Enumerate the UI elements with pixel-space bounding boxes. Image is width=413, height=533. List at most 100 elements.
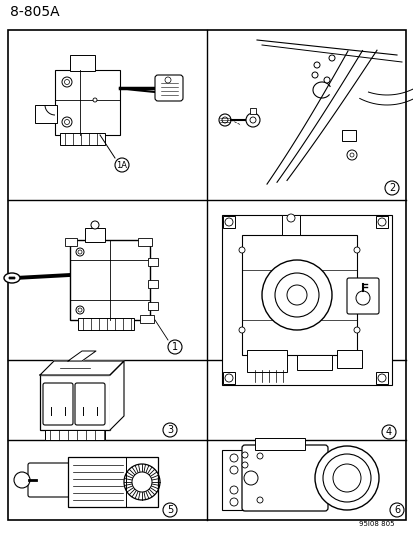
- Circle shape: [64, 119, 69, 125]
- Circle shape: [381, 425, 395, 439]
- Circle shape: [9, 277, 11, 279]
- Text: 5: 5: [166, 505, 173, 515]
- Circle shape: [76, 306, 84, 314]
- Circle shape: [245, 113, 259, 127]
- Bar: [45, 430, 105, 440]
- Bar: [40, 375, 110, 430]
- Text: 1A: 1A: [116, 160, 127, 169]
- Bar: [147, 280, 158, 288]
- Circle shape: [256, 453, 262, 459]
- Circle shape: [230, 454, 237, 462]
- Bar: [35, 105, 57, 123]
- Circle shape: [384, 181, 398, 195]
- Circle shape: [163, 503, 177, 517]
- Circle shape: [353, 327, 359, 333]
- Polygon shape: [40, 361, 124, 375]
- Circle shape: [377, 218, 385, 226]
- Bar: [140, 315, 154, 323]
- Circle shape: [165, 77, 171, 83]
- Circle shape: [13, 277, 15, 279]
- Bar: [223, 216, 235, 228]
- Bar: [70, 240, 150, 320]
- Circle shape: [132, 472, 152, 492]
- Text: 4: 4: [385, 427, 391, 437]
- Circle shape: [93, 98, 97, 102]
- Text: 2: 2: [388, 183, 394, 193]
- Circle shape: [163, 423, 177, 437]
- Circle shape: [311, 72, 317, 78]
- Circle shape: [230, 486, 237, 494]
- Circle shape: [238, 327, 244, 333]
- Circle shape: [274, 273, 318, 317]
- Circle shape: [242, 452, 247, 458]
- Ellipse shape: [4, 273, 20, 283]
- Bar: [223, 372, 235, 384]
- Circle shape: [256, 497, 262, 503]
- Text: 6: 6: [393, 505, 399, 515]
- FancyBboxPatch shape: [43, 383, 73, 425]
- Text: 1: 1: [171, 342, 178, 352]
- Bar: [55, 70, 120, 135]
- Circle shape: [261, 260, 331, 330]
- FancyBboxPatch shape: [242, 445, 327, 511]
- Circle shape: [389, 503, 403, 517]
- FancyBboxPatch shape: [154, 75, 183, 101]
- Bar: [221, 450, 247, 510]
- Circle shape: [221, 117, 228, 123]
- Bar: [147, 258, 158, 266]
- Bar: [336, 350, 361, 368]
- Circle shape: [238, 247, 244, 253]
- Bar: [68, 457, 158, 507]
- Bar: [341, 130, 355, 141]
- Circle shape: [328, 55, 334, 61]
- Text: 3: 3: [166, 425, 173, 435]
- Circle shape: [224, 374, 233, 382]
- Circle shape: [62, 77, 72, 87]
- Circle shape: [243, 471, 257, 485]
- Circle shape: [313, 62, 319, 68]
- Circle shape: [332, 464, 360, 492]
- Text: 8-805A: 8-805A: [10, 5, 59, 19]
- Circle shape: [218, 114, 230, 126]
- Circle shape: [322, 454, 370, 502]
- Bar: [296, 355, 331, 370]
- Bar: [147, 302, 158, 310]
- Bar: [242, 235, 356, 355]
- FancyBboxPatch shape: [346, 278, 378, 314]
- Circle shape: [346, 150, 356, 160]
- Circle shape: [377, 374, 385, 382]
- Circle shape: [91, 221, 99, 229]
- Bar: [70, 55, 95, 71]
- Circle shape: [349, 153, 353, 157]
- Circle shape: [230, 466, 237, 474]
- Bar: [281, 215, 299, 235]
- Circle shape: [286, 285, 306, 305]
- Bar: [60, 133, 105, 145]
- Bar: [78, 318, 134, 330]
- Circle shape: [224, 218, 233, 226]
- Bar: [85, 228, 105, 242]
- Circle shape: [76, 248, 84, 256]
- Circle shape: [11, 277, 13, 279]
- Polygon shape: [110, 361, 124, 430]
- Bar: [375, 216, 387, 228]
- Bar: [247, 350, 286, 372]
- Bar: [65, 238, 77, 246]
- Bar: [249, 108, 255, 114]
- Bar: [138, 238, 152, 246]
- Circle shape: [314, 446, 378, 510]
- Circle shape: [249, 117, 255, 123]
- Circle shape: [64, 79, 69, 85]
- Circle shape: [62, 117, 72, 127]
- FancyBboxPatch shape: [28, 463, 72, 497]
- Circle shape: [230, 498, 237, 506]
- Bar: [221, 215, 391, 385]
- Bar: [375, 372, 387, 384]
- FancyBboxPatch shape: [75, 383, 105, 425]
- Circle shape: [242, 462, 247, 468]
- Polygon shape: [68, 351, 96, 361]
- Circle shape: [115, 158, 129, 172]
- Circle shape: [14, 472, 30, 488]
- Circle shape: [286, 214, 294, 222]
- Circle shape: [168, 340, 182, 354]
